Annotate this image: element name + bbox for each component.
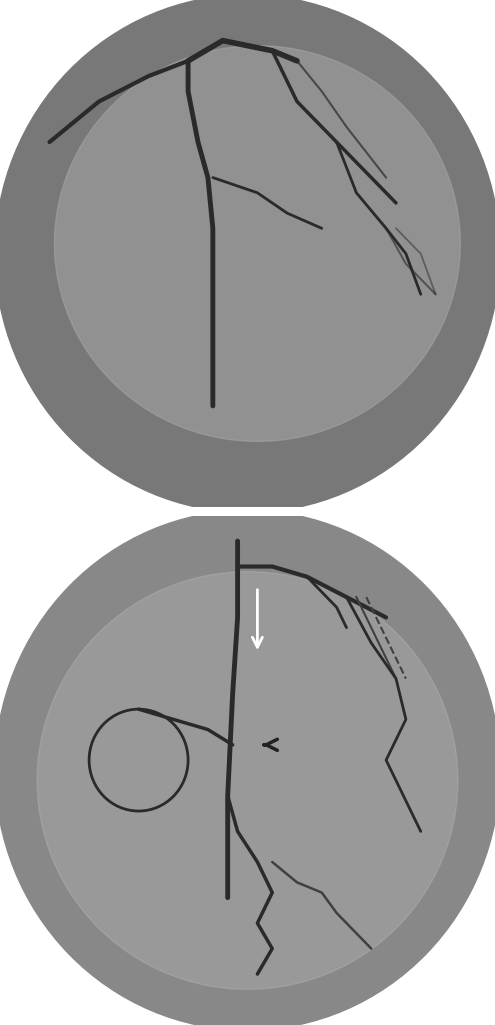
Ellipse shape (0, 510, 495, 1025)
Ellipse shape (54, 46, 460, 442)
Ellipse shape (0, 0, 495, 512)
Text: B: B (35, 979, 51, 998)
Text: A: A (35, 461, 52, 481)
Ellipse shape (37, 572, 458, 989)
